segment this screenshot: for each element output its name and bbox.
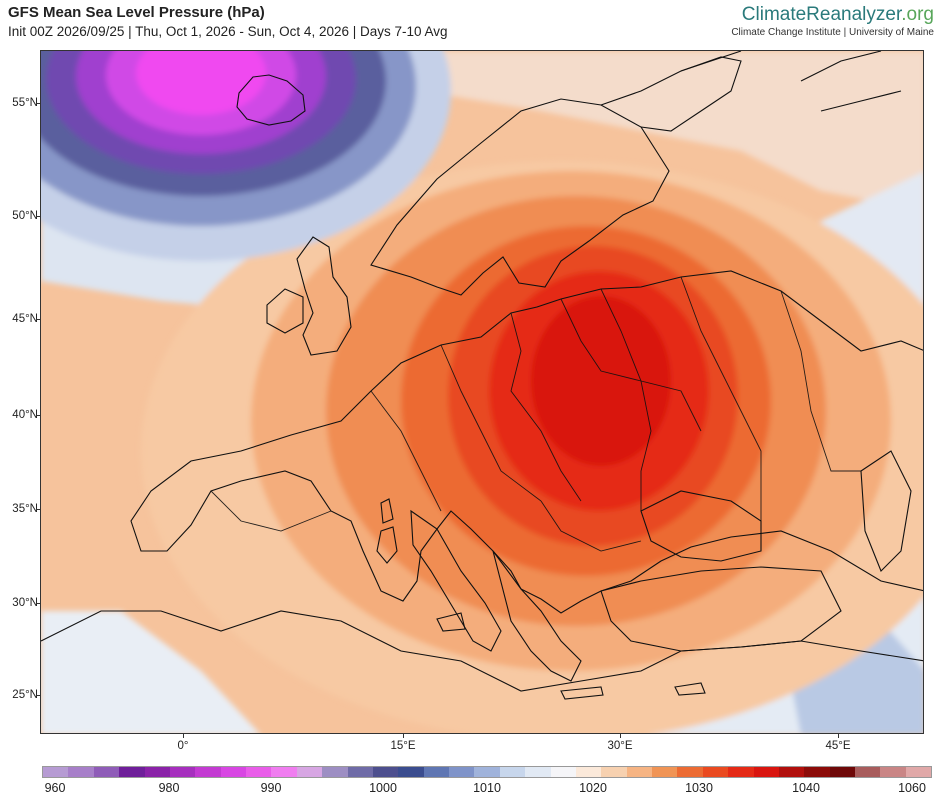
lat-tick xyxy=(36,509,40,510)
colorbar-swatch xyxy=(702,767,729,777)
black-sea-outline xyxy=(640,490,762,562)
colorbar-label-1030: 1030 xyxy=(685,781,713,795)
lon-label-15e: 15°E xyxy=(390,740,416,752)
lat-tick xyxy=(36,103,40,104)
colorbar-swatch xyxy=(398,767,424,777)
colorbar-swatch xyxy=(423,767,449,777)
colorbar-label-960: 960 xyxy=(44,781,66,795)
lon-tick xyxy=(403,734,404,738)
colorbar-swatch xyxy=(829,767,855,777)
colorbar-swatch xyxy=(43,767,69,777)
colorbar-label-990: 990 xyxy=(260,781,282,795)
lat-label-45n: 45°N xyxy=(12,313,38,325)
core-band xyxy=(531,296,671,466)
colorbar-swatch xyxy=(753,767,779,777)
colorbar-swatch xyxy=(550,767,576,777)
country-borders xyxy=(210,276,861,552)
sardinia-outline xyxy=(376,526,398,564)
colorbar-swatch xyxy=(220,767,246,777)
colorbar-swatch xyxy=(905,767,932,777)
colorbar-swatch xyxy=(271,767,297,777)
colorbar-swatch xyxy=(474,767,500,777)
colorbar-swatch xyxy=(296,767,323,777)
colorbar-label-980: 980 xyxy=(158,781,180,795)
colorbar-swatch xyxy=(804,767,830,777)
colorbar-swatch xyxy=(119,767,145,777)
white-area-sw xyxy=(41,611,260,733)
chart-title: GFS Mean Sea Level Pressure (hPa) xyxy=(8,4,265,21)
turkey-outline xyxy=(600,566,842,652)
colorbar-swatch xyxy=(575,767,602,777)
sicily-outline xyxy=(436,612,466,632)
brand-subtitle: Climate Change Institute | University of… xyxy=(731,27,934,38)
britain-outline xyxy=(296,236,352,356)
caspian-outline xyxy=(860,450,912,572)
lat-tick xyxy=(36,695,40,696)
colorbar-swatch xyxy=(322,767,348,777)
lon-label-0: 0° xyxy=(177,740,189,752)
low-core xyxy=(136,51,266,115)
lon-tick xyxy=(183,734,184,738)
colorbar-swatch xyxy=(652,767,678,777)
colorbar-label-1040: 1040 xyxy=(792,781,820,795)
pressure-map-svg xyxy=(41,51,923,733)
colorbar-swatch xyxy=(372,767,399,777)
colorbar-label-1000: 1000 xyxy=(369,781,397,795)
white-sea-outline xyxy=(600,56,742,132)
lat-label-30n: 30°N xyxy=(12,597,38,609)
lat-tick xyxy=(36,415,40,416)
colorbar-swatch xyxy=(525,767,551,777)
lat-tick xyxy=(36,216,40,217)
lon-tick xyxy=(838,734,839,738)
lat-tick xyxy=(36,319,40,320)
colorbar-swatch xyxy=(93,767,120,777)
crete-outline xyxy=(560,686,604,700)
corsica-outline xyxy=(380,498,394,524)
colorbar-swatch xyxy=(601,767,627,777)
barents-coast-outline xyxy=(680,51,902,112)
colorbar-label-1020: 1020 xyxy=(579,781,607,795)
lat-label-55n: 55°N xyxy=(12,97,38,109)
lat-label-40n: 40°N xyxy=(12,409,38,421)
chart-subtitle: Init 00Z 2026/09/25 | Thu, Oct 1, 2026 -… xyxy=(8,24,448,39)
colorbar-swatch xyxy=(880,767,906,777)
balkans-outline xyxy=(492,550,582,682)
lat-label-35n: 35°N xyxy=(12,503,38,515)
colorbar-swatch xyxy=(778,767,805,777)
ireland-outline xyxy=(266,288,304,334)
cyprus-outline xyxy=(674,682,706,696)
colorbar-swatch xyxy=(855,767,881,777)
colorbar-swatch xyxy=(169,767,196,777)
colorbar-label-1010: 1010 xyxy=(473,781,501,795)
iceland-outline xyxy=(236,74,306,126)
lat-label-25n: 25°N xyxy=(12,689,38,701)
colorbar-label-1060: 1060 xyxy=(898,781,926,795)
colorbar-swatch xyxy=(677,767,703,777)
colorbar-swatch xyxy=(499,767,526,777)
colorbar-swatch xyxy=(626,767,652,777)
colorbar-swatch xyxy=(728,767,754,777)
colorbar-swatch xyxy=(246,767,272,777)
lon-tick xyxy=(620,734,621,738)
scandinavia-outline xyxy=(370,98,670,296)
colorbar-swatch xyxy=(449,767,475,777)
colorbar-swatch xyxy=(347,767,373,777)
colorbar-swatch xyxy=(144,767,170,777)
brand-name: ClimateReanalyzer.org xyxy=(741,4,934,25)
pressure-colorbar xyxy=(42,766,932,778)
coastlines xyxy=(41,51,923,700)
lon-label-45e: 45°E xyxy=(825,740,851,752)
lat-label-50n: 50°N xyxy=(12,210,38,222)
italy-outline xyxy=(410,509,502,652)
lon-label-30e: 30°E xyxy=(607,740,633,752)
brand-logo[interactable]: ClimateReanalyzer.org Climate Change Ins… xyxy=(731,4,934,38)
colorbar-swatch xyxy=(195,767,221,777)
light-area-north xyxy=(341,51,923,211)
colorbar-swatch xyxy=(68,767,94,777)
pressure-map xyxy=(40,50,924,734)
lat-tick xyxy=(36,603,40,604)
